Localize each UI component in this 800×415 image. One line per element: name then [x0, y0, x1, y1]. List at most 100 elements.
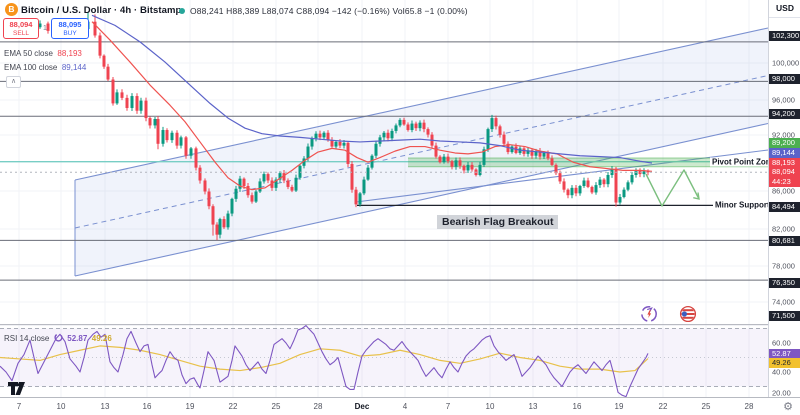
sell-price: 88,094 — [9, 20, 33, 29]
candle-body — [282, 173, 286, 181]
candle-body — [330, 140, 334, 147]
price-badge: 49.26 — [769, 358, 800, 368]
price-badge: 88,193 — [769, 157, 800, 168]
ema50-value: 88,193 — [57, 49, 82, 58]
symbol-title[interactable]: Bitcoin / U.S. Dollar · 4h · Bitstamp — [21, 5, 182, 16]
candle-body — [574, 187, 578, 194]
flag-breakout-label[interactable]: Bearish Flag Breakout — [437, 215, 559, 229]
legend-collapse-button[interactable]: ∧ — [6, 76, 21, 88]
time-axis-label: 10 — [56, 402, 66, 411]
candle-body — [111, 79, 115, 104]
ohlc-quote: O88,241 H88,389 L88,074 C88,094 −142 (−0… — [190, 6, 468, 16]
candle-body — [538, 151, 542, 157]
time-axis-label: 19 — [614, 402, 624, 411]
candle-body — [354, 189, 358, 205]
tradingview-logo[interactable] — [8, 382, 28, 396]
candle-body — [302, 158, 306, 166]
candle-body — [370, 155, 374, 168]
candle-body — [203, 180, 207, 192]
candle-body — [338, 141, 342, 146]
rsi-line — [0, 325, 649, 398]
price-badge: 88,094 44:23 — [769, 167, 800, 187]
candle-body — [606, 174, 610, 185]
candle-body — [120, 92, 124, 98]
candle-body — [242, 178, 246, 187]
candle-body — [294, 177, 298, 191]
sell-button[interactable]: 88,094 SELL — [3, 18, 39, 39]
time-axis[interactable]: 7 10 13 16 19 22 25 28 Dec 4 7 10 13 16 19 22 25 28 ⚙ — [0, 397, 800, 415]
candle-body — [290, 186, 294, 191]
price-scale-label: 20.00 — [772, 388, 791, 398]
ema100-legend-row[interactable]: EMA 100 close 89,144 — [4, 63, 86, 72]
candle-body — [406, 124, 410, 131]
time-axis-label: 13 — [100, 402, 110, 411]
spread-value: 1 — [43, 25, 47, 32]
candle-body — [582, 180, 586, 187]
price-scale-label: 92,000 — [772, 130, 795, 140]
projection-arrowhead — [693, 192, 700, 200]
rsi-legend-row[interactable]: RSI 14 close 52.87 49.26 — [4, 333, 112, 343]
striped-badge-icon[interactable] — [679, 305, 697, 323]
candle-body — [426, 129, 430, 135]
candle-body — [602, 179, 606, 185]
axis-settings-gear-icon[interactable]: ⚙ — [783, 400, 793, 413]
candle-body — [334, 141, 338, 147]
projection-zigzag — [645, 169, 700, 207]
candle-body — [478, 164, 482, 175]
time-axis-label: 7 — [16, 402, 22, 411]
price-badge: 76,350 — [769, 278, 800, 288]
candle-body — [362, 179, 366, 194]
candle-body — [442, 156, 446, 163]
candle-body — [618, 197, 622, 203]
candle-body — [402, 119, 406, 125]
time-axis-label: 22 — [658, 402, 668, 411]
currency-label[interactable]: USD — [769, 0, 800, 18]
candle-body — [390, 130, 394, 139]
candle-body — [614, 168, 618, 203]
rsi-value: 52.87 — [67, 334, 88, 343]
time-axis-label: 16 — [572, 402, 582, 411]
candle-body — [262, 174, 266, 182]
candle-body — [318, 133, 322, 138]
candle-body — [498, 126, 502, 135]
pivot-zone-label[interactable]: Pivot Point Zone — [710, 157, 778, 167]
time-axis-label: 19 — [185, 402, 195, 411]
candle-body — [414, 123, 418, 129]
buy-button[interactable]: 88,095 BUY — [51, 18, 89, 39]
candle-body — [446, 156, 450, 162]
time-axis-label: 7 — [445, 402, 451, 411]
candle-body — [198, 167, 202, 181]
candle-body — [366, 167, 370, 180]
candle-body — [278, 173, 282, 180]
price-scale-label: 74,000 — [772, 297, 795, 307]
price-scale-label: 96,000 — [772, 95, 795, 105]
ema50-legend-row[interactable]: EMA 50 close 88,193 — [4, 49, 82, 58]
ema100-line — [91, 14, 653, 164]
sell-label: SELL — [13, 29, 29, 37]
time-axis-label: 25 — [701, 402, 711, 411]
candle-body — [530, 150, 534, 156]
minor-support-label[interactable]: Minor Support — [713, 200, 772, 210]
candle-body — [558, 173, 562, 182]
price-badge: 89,200 — [769, 138, 800, 148]
candle-body — [222, 219, 226, 228]
price-scale[interactable]: USD 100,000 96,000 92,000 86,000 82,000 78,00… — [768, 0, 800, 398]
candle-body — [578, 186, 582, 194]
candle-body — [466, 164, 470, 171]
candle-body — [598, 179, 602, 186]
candle-body — [215, 224, 219, 235]
candle-body — [382, 132, 386, 138]
candle-body — [175, 132, 179, 146]
candle-body — [350, 163, 354, 190]
market-status-dot[interactable] — [179, 8, 185, 14]
rsi-ma-line — [0, 345, 649, 373]
candle-body — [434, 145, 438, 157]
candle-body — [115, 92, 119, 104]
boost-lightning-icon[interactable] — [640, 305, 658, 323]
candle-body — [170, 132, 174, 141]
time-axis-label: Dec — [354, 402, 370, 411]
candle-body — [310, 138, 314, 147]
candle-body — [642, 171, 646, 175]
